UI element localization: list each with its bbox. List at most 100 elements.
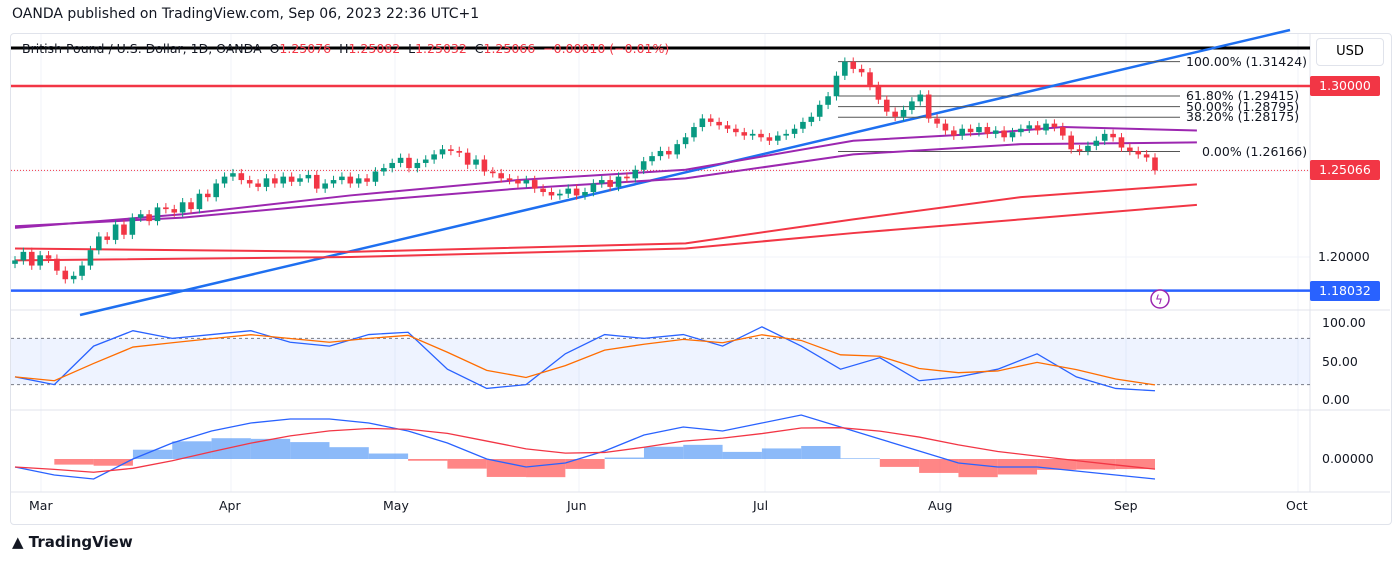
candle [741,132,748,136]
trendline [79,28,1291,317]
candle [1085,145,1091,151]
price-label: 1.25066 [1310,160,1380,181]
candle [1034,125,1041,131]
candle [573,188,580,196]
candle [322,183,328,189]
candle [607,180,613,187]
candle [37,255,43,266]
candle [473,159,479,165]
candle [272,178,278,184]
macd-histogram-bar [329,447,369,459]
candle [297,178,303,182]
macd-histogram-bar [722,451,762,459]
candle [691,127,697,138]
candle [1009,132,1016,138]
candle [313,174,320,189]
candle [263,178,270,187]
candle [632,169,639,179]
stoch-band [11,338,1310,385]
price-label: 1.30000 [1310,76,1380,96]
macd-histogram-bar [879,459,920,467]
candle [875,86,882,100]
fib-label: 61.80% (1.29415) [1186,88,1300,103]
candle [1001,130,1007,138]
currency-button[interactable]: USD [1316,38,1384,66]
candle [540,188,546,193]
macd-histogram-bar [132,449,173,459]
low-label: L [408,41,416,56]
candle [104,236,111,240]
candle [640,161,647,170]
macd-histogram-bar [604,457,644,459]
candle [590,183,597,193]
candle [1026,125,1033,129]
candle [783,133,789,136]
macd-histogram-bar [211,438,251,459]
candle [749,133,756,136]
candle [154,207,161,222]
candle [498,173,504,179]
candle [707,118,714,122]
candle [791,128,798,134]
stoch-tick: 50.00 [1322,353,1358,369]
candle [808,116,815,122]
candle [674,144,681,155]
candle [1051,123,1058,128]
stoch-tick: 0.00 [1322,392,1350,407]
macd-histogram-bar [447,459,487,469]
date-tick: Apr [219,498,241,513]
candle [112,224,119,240]
candle [45,255,52,259]
candle [347,176,354,184]
candle [1093,140,1100,146]
candle [858,68,865,73]
high-value: 1.25082 [348,41,401,56]
date-tick: Aug [928,498,953,513]
candle [20,251,27,261]
macd-histogram-bar [565,459,605,469]
low-value: 1.25032 [415,41,467,56]
date-tick: Jun [567,498,587,513]
candle [557,193,563,196]
fib-label: 100.00% (1.31424) [1186,53,1308,69]
candle [439,149,446,155]
candle [699,118,706,128]
candle [850,61,857,69]
publish-info: OANDA published on TradingView.com, Sep … [12,6,480,22]
candle [456,150,463,153]
macd-histogram-bar [93,459,133,466]
macd-histogram-bar [761,448,802,459]
candle [682,137,689,145]
open-label: O [269,41,280,56]
candle [28,251,35,266]
macd-histogram-bar [526,459,566,478]
date-tick: Sep [1114,498,1138,513]
candle [1118,137,1125,148]
stoch-tick: 100.00 [1322,315,1366,330]
macd-histogram-bar [1115,459,1155,470]
date-tick: May [383,498,409,513]
candle [70,275,77,280]
price-tick: 1.20000 [1318,249,1370,264]
candle [531,180,538,189]
candle [204,193,211,198]
candle [900,109,907,117]
candle [917,94,924,102]
date-tick: Oct [1286,498,1308,513]
candle [892,111,898,117]
macd-histogram-bar [368,453,409,459]
close-label: C [474,41,484,56]
fib-label: 0.00% (1.26166) [1202,143,1308,159]
fib-label: 38.20% (1.28175) [1186,109,1300,125]
brand-name: TradingView [28,533,133,551]
macd-histogram-bar [840,458,880,459]
close-value: 1.25066 [483,41,536,56]
candle [1059,127,1066,136]
macd-histogram-bar [643,446,684,459]
moving-average-line [14,203,1197,262]
candle [221,176,228,184]
candle [246,180,253,184]
candle [666,150,672,155]
candle [967,128,974,133]
